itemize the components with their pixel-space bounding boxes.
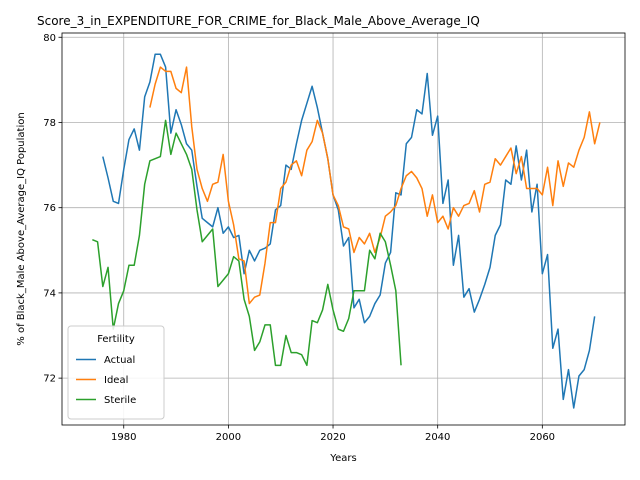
y-tick-label: 74 bbox=[43, 288, 56, 299]
x-tick-label: 2040 bbox=[425, 432, 450, 443]
legend: Fertility Actual Ideal Sterile bbox=[68, 326, 164, 419]
x-tick-label: 1980 bbox=[111, 432, 136, 443]
legend-label-sterile: Sterile bbox=[104, 395, 136, 406]
x-tick-label: 2060 bbox=[530, 432, 555, 443]
y-tick-label: 76 bbox=[43, 203, 56, 214]
y-tick-label: 78 bbox=[43, 118, 56, 129]
y-tick-label: 80 bbox=[43, 33, 56, 44]
x-tick-label: 2000 bbox=[216, 432, 241, 443]
chart-title: Score_3_in_EXPENDITURE_FOR_CRIME_for_Bla… bbox=[37, 14, 480, 28]
legend-label-ideal: Ideal bbox=[104, 375, 128, 386]
x-tick-label: 2020 bbox=[320, 432, 345, 443]
y-tick-label: 72 bbox=[43, 374, 56, 385]
legend-label-actual: Actual bbox=[104, 355, 135, 366]
y-axis-label: % of Black_Male Above_Average_IQ Populat… bbox=[16, 112, 27, 345]
legend-title: Fertility bbox=[97, 334, 135, 345]
x-axis-label: Years bbox=[329, 453, 356, 464]
